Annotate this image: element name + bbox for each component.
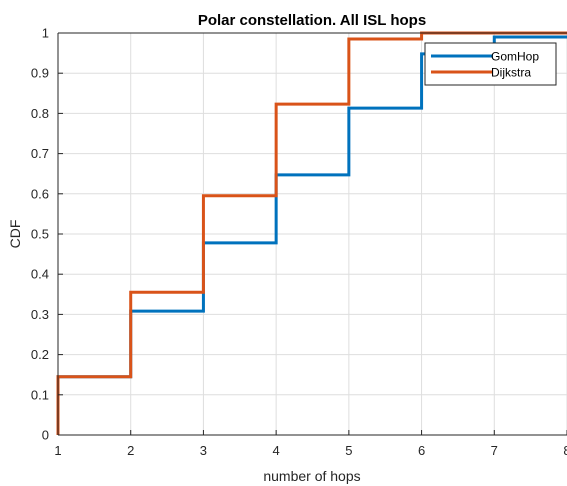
y-tick-label: 0.3 <box>31 307 49 322</box>
y-tick-label: 0.1 <box>31 387 49 402</box>
x-tick-label: 1 <box>54 443 61 458</box>
x-tick-label: 7 <box>491 443 498 458</box>
y-tick-label: 0.9 <box>31 66 49 81</box>
x-tick-label: 6 <box>418 443 425 458</box>
y-axis-label: CDF <box>7 220 23 249</box>
y-tick-label: 0.4 <box>31 267 49 282</box>
legend: GomHop Dijkstra <box>424 42 557 86</box>
chart-title: Polar constellation. All ISL hops <box>198 12 426 29</box>
y-tick-label: 0 <box>42 428 49 443</box>
x-tick-label: 5 <box>345 443 352 458</box>
y-tick-label: 1 <box>42 26 49 41</box>
y-tick-label: 0.8 <box>31 106 49 121</box>
axes <box>57 32 567 436</box>
y-tick-label: 0.7 <box>31 146 49 161</box>
legend-label-dijkstra: Dijkstra <box>491 66 531 80</box>
x-tick-label: 3 <box>200 443 207 458</box>
x-tick-label: 8 <box>563 443 567 458</box>
y-tick-label: 0.5 <box>31 227 49 242</box>
x-tick-label: 4 <box>273 443 280 458</box>
x-tick-label: 2 <box>127 443 134 458</box>
legend-box <box>424 42 557 86</box>
x-axis-label: number of hops <box>263 468 360 484</box>
y-tick-label: 0.6 <box>31 186 49 201</box>
y-tick-label: 0.2 <box>31 347 49 362</box>
series-line-dijkstra <box>56 31 567 435</box>
tick-labels: 1 2 3 4 5 6 7 8 0 0.1 0.2 0.3 0.4 0.5 0.6 0.7 0.8 0.9 1 <box>31 26 567 459</box>
legend-label-gomhop: GomHop <box>491 50 539 64</box>
